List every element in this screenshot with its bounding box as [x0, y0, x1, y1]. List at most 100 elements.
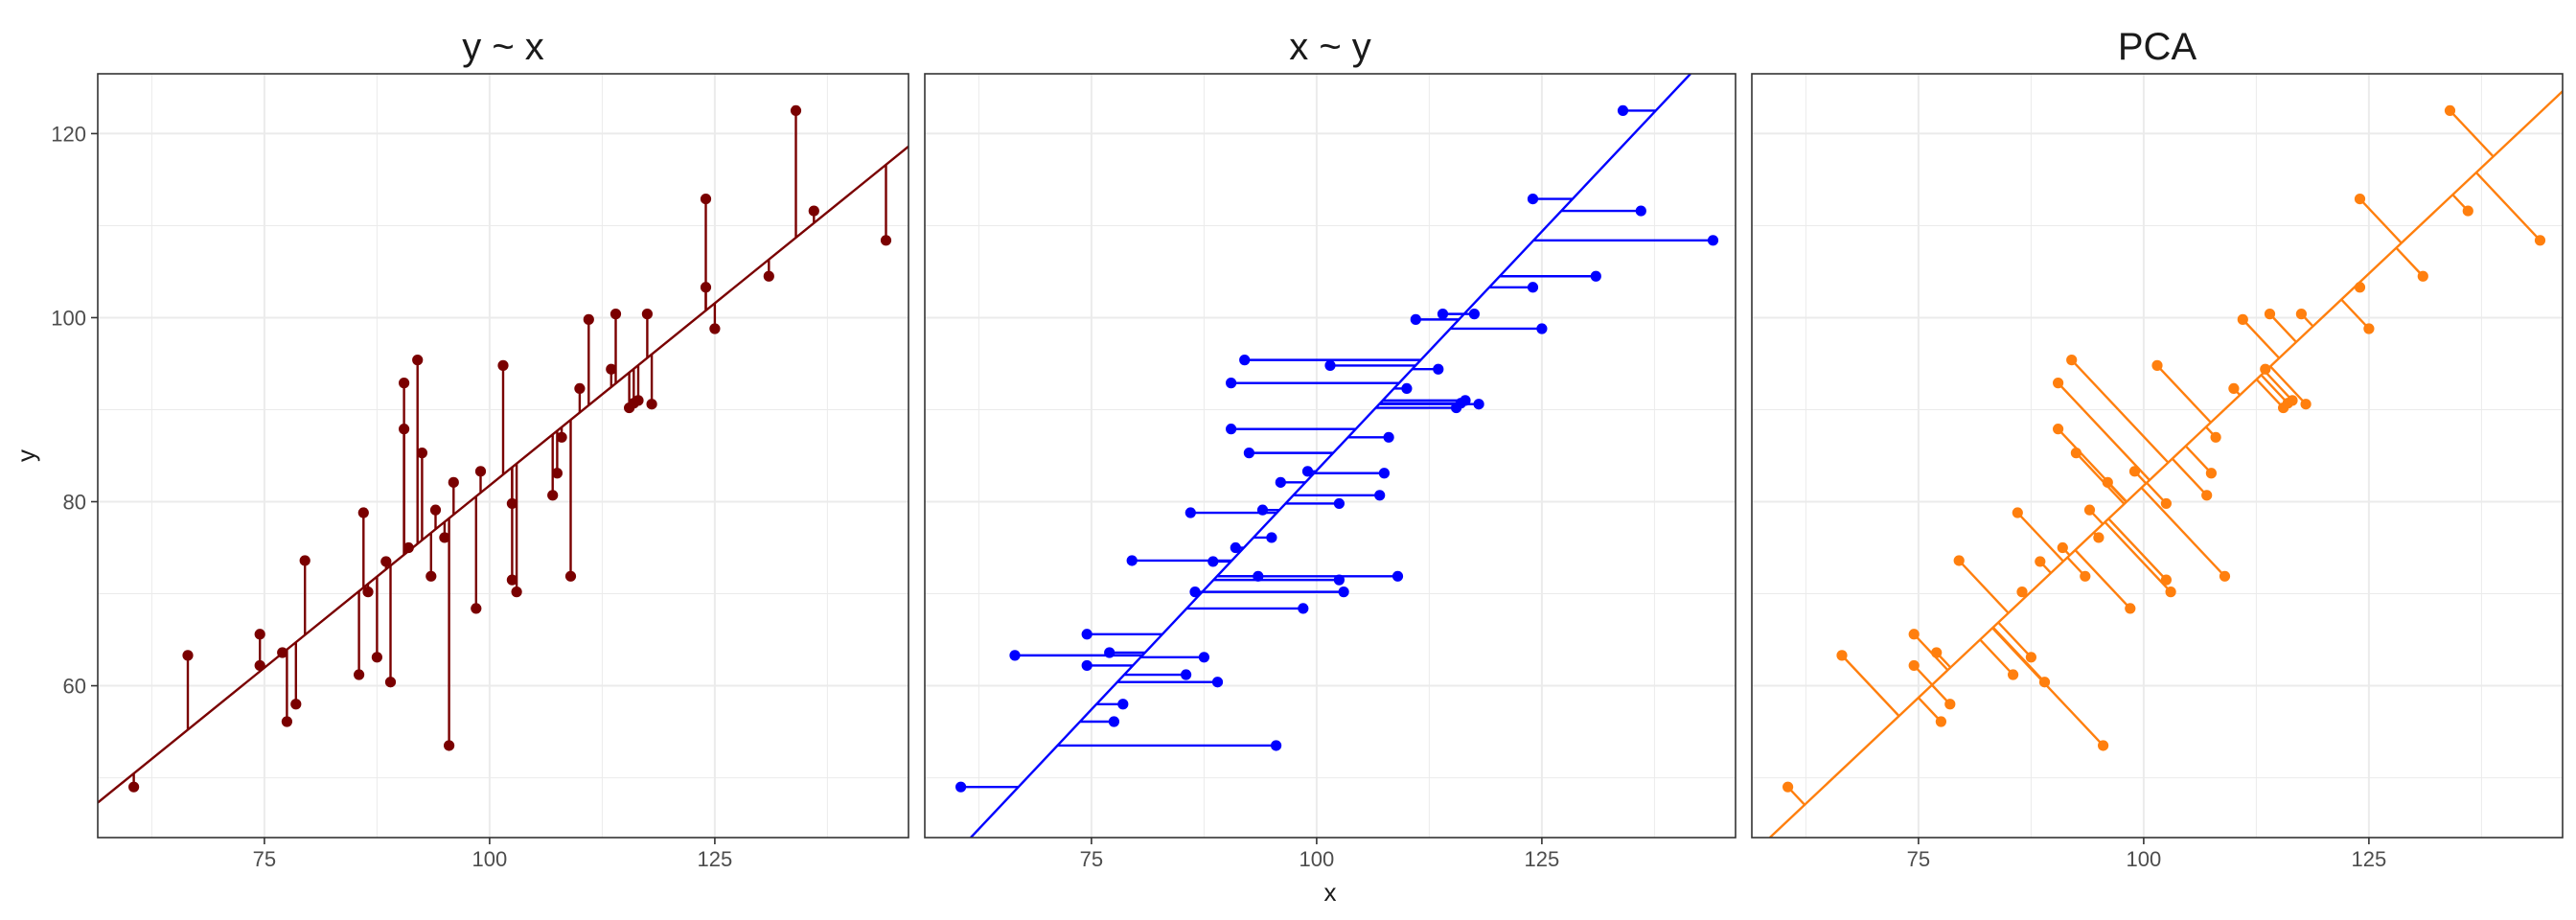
data-point	[564, 570, 577, 582]
data-point	[1527, 193, 1539, 205]
data-point	[354, 669, 365, 680]
data-point	[1243, 448, 1254, 459]
residual-segment	[2475, 172, 2542, 242]
data-point	[2237, 313, 2248, 325]
data-point	[556, 431, 567, 443]
data-point	[1437, 309, 1449, 320]
fit-line	[1768, 90, 2563, 838]
data-point	[2080, 570, 2091, 582]
data-point	[399, 424, 410, 435]
data-point	[1908, 629, 1920, 640]
data-point	[1324, 359, 1336, 371]
data-point	[2354, 193, 2366, 205]
residual-segment	[1979, 638, 2014, 676]
data-point	[281, 716, 292, 727]
data-point	[610, 309, 622, 320]
data-point	[444, 740, 455, 751]
data-point	[2093, 532, 2104, 543]
panel-y-on-x: 75 100 125	[97, 73, 909, 871]
data-point	[506, 497, 518, 510]
panel-background	[1752, 74, 2563, 838]
data-point	[254, 629, 265, 640]
data-point	[1266, 532, 1277, 543]
y-tick-label: 120	[51, 122, 86, 146]
data-point	[1184, 507, 1196, 518]
data-point	[1104, 647, 1116, 658]
data-point	[128, 781, 140, 793]
data-point	[2102, 476, 2113, 488]
data-point	[2128, 466, 2141, 477]
data-point	[182, 650, 194, 661]
plot-area	[955, 74, 1719, 838]
data-point	[2083, 504, 2096, 516]
data-point	[2300, 399, 2312, 410]
panel-title-y-on-x: y ~ x	[462, 26, 544, 68]
x-tick-label: 125	[2352, 847, 2387, 871]
residual-segment	[2184, 445, 2213, 474]
data-point	[2160, 497, 2172, 510]
data-point	[763, 270, 774, 282]
x-tick-label: 75	[1907, 847, 1930, 871]
data-point	[2462, 205, 2473, 217]
data-point	[700, 282, 712, 293]
data-point	[2057, 541, 2068, 554]
panel-pca: 75 100 125	[1751, 73, 2564, 871]
data-point	[2260, 363, 2271, 375]
y-tick-labels: 60 80 100 120	[51, 122, 98, 699]
panel-border	[1751, 73, 2564, 839]
data-point	[1208, 556, 1219, 567]
data-point	[1211, 677, 1224, 688]
data-point	[1944, 699, 1956, 710]
data-point	[474, 466, 487, 477]
data-point	[1126, 555, 1138, 566]
data-point	[299, 555, 310, 566]
residual-segment	[2104, 520, 2172, 593]
data-point	[471, 603, 482, 614]
residual-segment	[2358, 197, 2403, 244]
data-point	[1782, 781, 1794, 793]
data-point	[2012, 507, 2023, 518]
data-point	[511, 586, 522, 598]
data-point	[955, 781, 967, 793]
data-point	[426, 570, 437, 582]
residual-segment	[2395, 246, 2425, 278]
grid	[1752, 74, 2563, 838]
data-point	[1460, 395, 1471, 406]
residual-segment	[2070, 358, 2170, 464]
data-point	[2016, 586, 2028, 598]
data-point	[1468, 309, 1480, 320]
data-point	[1590, 270, 1601, 282]
x-tick-label: 125	[698, 847, 733, 871]
data-point	[2151, 359, 2163, 371]
residual-segment	[1958, 560, 2010, 614]
data-point	[2038, 677, 2051, 688]
data-point	[1953, 555, 1965, 566]
residual-segment	[2264, 370, 2293, 402]
data-point	[399, 378, 410, 389]
data-point	[1707, 235, 1719, 246]
data-point	[2363, 323, 2375, 334]
data-point	[1108, 716, 1119, 727]
data-point	[1433, 363, 1444, 375]
data-point	[429, 504, 442, 516]
data-point	[1301, 466, 1314, 477]
x-tick-label: 100	[2127, 847, 2162, 871]
residual-segment	[2255, 379, 2285, 409]
data-point	[448, 476, 459, 488]
residual-segment	[2107, 518, 2168, 581]
residual-segment	[2074, 549, 2131, 610]
panel-border	[97, 73, 909, 839]
y-tick-label: 100	[51, 306, 86, 330]
data-point	[1635, 205, 1646, 217]
data-point	[1271, 740, 1282, 751]
data-point	[357, 507, 369, 518]
x-axis-title: x	[1324, 878, 1337, 907]
residual-segment	[2156, 364, 2212, 424]
data-point	[1836, 650, 1848, 661]
residual-segment	[2269, 365, 2307, 405]
data-point	[2125, 603, 2136, 614]
x-tick-label: 75	[253, 847, 276, 871]
data-point	[2035, 556, 2046, 567]
data-point	[254, 659, 265, 672]
data-point	[1527, 282, 1539, 293]
